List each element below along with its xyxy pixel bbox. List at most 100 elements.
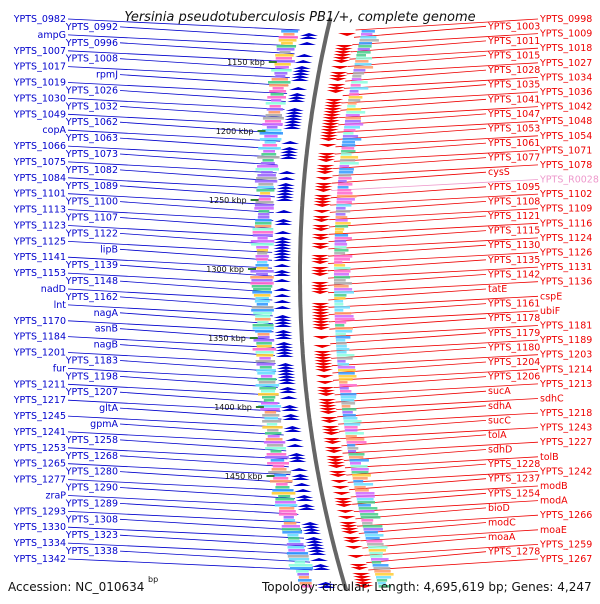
forward-gene-arrow bbox=[273, 294, 292, 297]
forward-gene-arrow bbox=[295, 498, 314, 501]
forward-gene-arrow bbox=[280, 405, 299, 408]
reverse-gene-arrow bbox=[323, 111, 342, 114]
reverse-gene-arrow bbox=[322, 114, 341, 117]
reverse-gene-arrow bbox=[355, 585, 374, 588]
feature-block bbox=[254, 207, 274, 210]
forward-gene-arrow bbox=[273, 264, 292, 267]
forward-gene-arrow bbox=[277, 171, 296, 174]
reverse-gene-arrow bbox=[318, 402, 337, 405]
feature-block bbox=[346, 441, 367, 444]
reverse-gene-arrow bbox=[329, 474, 348, 477]
right-leader-line bbox=[328, 222, 539, 235]
forward-gene-arrow bbox=[274, 321, 292, 324]
feature-block bbox=[340, 393, 357, 396]
right-leader-line bbox=[357, 514, 539, 527]
left-leader-line bbox=[119, 518, 303, 531]
reverse-gene-arrow bbox=[338, 33, 356, 36]
reverse-gene-arrow bbox=[311, 246, 330, 249]
right-leader-line bbox=[340, 98, 487, 111]
right-leader-line bbox=[342, 84, 487, 97]
feature-block bbox=[269, 480, 293, 483]
feature-block bbox=[361, 519, 374, 522]
left-leader-line bbox=[67, 304, 273, 317]
right-gene-label: moaA bbox=[488, 532, 516, 543]
forward-gene-arrow bbox=[273, 318, 292, 321]
right-gene-label: YPTS_1047 bbox=[487, 109, 540, 120]
feature-block bbox=[360, 513, 379, 516]
feature-block bbox=[351, 471, 369, 474]
feature-block bbox=[357, 501, 375, 504]
feature-block bbox=[257, 378, 277, 381]
right-leader-line bbox=[334, 142, 487, 155]
right-leader-line bbox=[331, 347, 487, 359]
right-leader-line bbox=[339, 106, 539, 118]
reverse-gene-arrow bbox=[321, 426, 340, 429]
forward-gene-arrow bbox=[274, 324, 293, 327]
feature-block bbox=[336, 204, 352, 207]
feature-block bbox=[350, 465, 368, 468]
feature-block bbox=[342, 141, 355, 144]
feature-block bbox=[271, 78, 288, 81]
feature-block bbox=[272, 489, 294, 492]
feature-block bbox=[287, 546, 305, 549]
left-leader-line bbox=[119, 407, 282, 420]
left-leader-line bbox=[67, 34, 297, 47]
left-gene-label: YPTS_1075 bbox=[13, 157, 66, 168]
feature-block bbox=[278, 495, 291, 498]
feature-block bbox=[251, 306, 274, 309]
forward-gene-arrow bbox=[277, 369, 295, 372]
feature-block bbox=[278, 513, 298, 516]
left-gene-label: zraP bbox=[46, 491, 67, 502]
reverse-gene-arrow bbox=[353, 579, 372, 582]
reverse-gene-arrow bbox=[331, 66, 349, 69]
feature-block bbox=[334, 261, 343, 264]
reverse-gene-arrow bbox=[311, 270, 329, 273]
feature-block bbox=[334, 273, 349, 276]
right-leader-line bbox=[364, 544, 539, 556]
feature-block bbox=[260, 375, 273, 378]
left-leader-line bbox=[119, 360, 277, 372]
reverse-gene-arrow bbox=[314, 363, 333, 366]
feature-block bbox=[255, 318, 271, 321]
left-leader-line bbox=[119, 137, 280, 150]
right-gene-label: YPTS_1036 bbox=[539, 87, 592, 98]
feature-block bbox=[346, 438, 365, 441]
forward-gene-arrow bbox=[273, 306, 292, 309]
right-leader-line bbox=[329, 201, 487, 213]
feature-block bbox=[359, 42, 372, 45]
left-leader-line bbox=[67, 368, 278, 380]
left-gene-label: YPTS_1019 bbox=[13, 78, 66, 89]
feature-block bbox=[355, 57, 372, 60]
feature-block bbox=[265, 456, 289, 459]
left-gene-label: YPTS_1162 bbox=[65, 292, 118, 303]
left-leader-line bbox=[67, 129, 281, 142]
feature-block bbox=[271, 99, 282, 102]
left-leader-line bbox=[67, 18, 300, 31]
forward-gene-arrow bbox=[280, 150, 299, 153]
left-leader-line bbox=[119, 42, 295, 55]
forward-gene-arrow bbox=[276, 186, 295, 189]
forward-gene-arrow bbox=[277, 372, 296, 375]
left-gene-label: YPTS_1139 bbox=[65, 260, 118, 271]
feature-block bbox=[357, 48, 370, 51]
reverse-gene-arrow bbox=[316, 165, 335, 168]
forward-gene-arrow bbox=[308, 552, 327, 555]
forward-gene-arrow bbox=[275, 342, 293, 345]
reverse-gene-arrow bbox=[316, 387, 335, 390]
feature-block bbox=[344, 126, 360, 129]
forward-gene-arrow bbox=[297, 504, 316, 507]
feature-block bbox=[264, 135, 278, 138]
reverse-gene-arrow bbox=[317, 159, 336, 162]
feature-block bbox=[272, 465, 285, 468]
left-leader-line bbox=[119, 471, 292, 483]
forward-gene-arrow bbox=[273, 240, 292, 243]
left-leader-line bbox=[67, 193, 275, 206]
feature-block bbox=[250, 282, 274, 285]
left-leader-line bbox=[119, 58, 292, 71]
feature-block bbox=[258, 213, 270, 216]
feature-block bbox=[334, 297, 346, 300]
reverse-gene-arrow bbox=[331, 486, 350, 489]
reverse-gene-arrow bbox=[327, 462, 345, 465]
right-leader-line bbox=[346, 62, 539, 75]
left-leader-line bbox=[119, 90, 286, 102]
